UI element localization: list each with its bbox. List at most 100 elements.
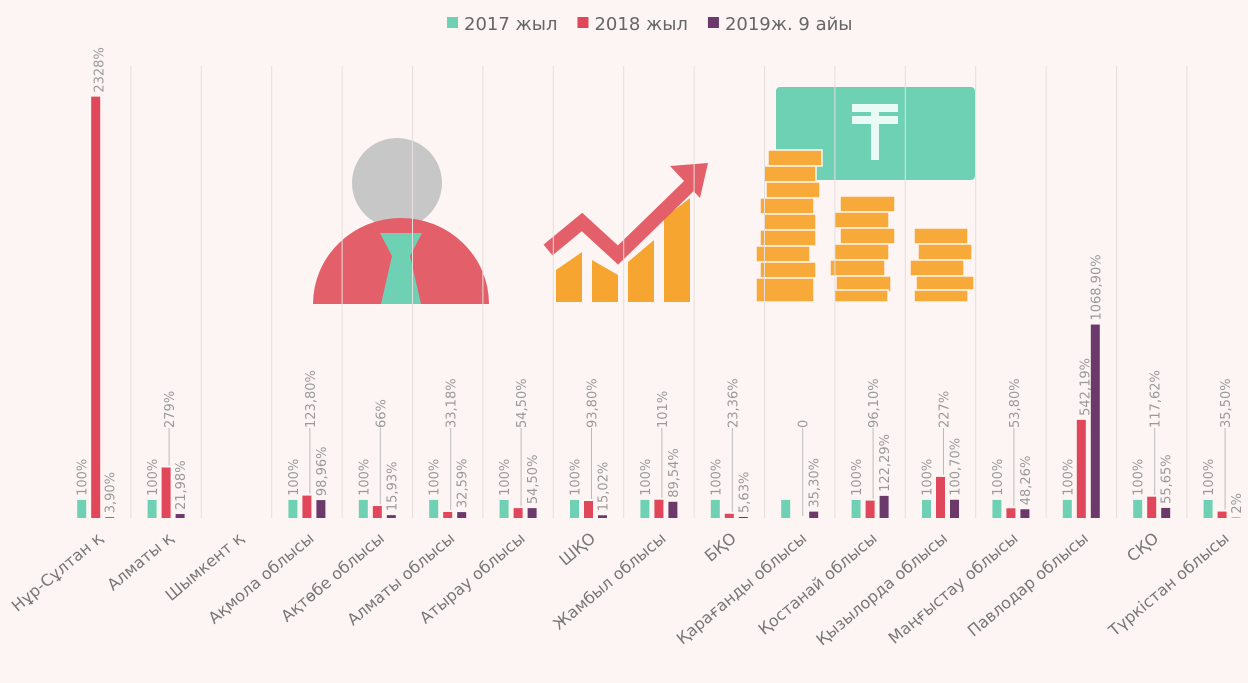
bar: [598, 515, 607, 518]
value-label: 100%: [921, 459, 936, 496]
person-head: [352, 138, 442, 228]
bar: [992, 500, 1001, 518]
bar: [387, 515, 396, 518]
bar: [781, 500, 790, 518]
bar: [1133, 500, 1142, 518]
bar: [1020, 509, 1029, 518]
bar: [77, 500, 86, 518]
value-label: 100%: [498, 459, 513, 496]
value-label: 101%: [656, 391, 671, 428]
bar: [316, 500, 325, 518]
bar: [162, 468, 171, 518]
value-label: 32,59%: [456, 459, 471, 509]
bar: [654, 500, 663, 518]
bar: [359, 500, 368, 518]
value-label: 100%: [1061, 459, 1076, 496]
bar: [528, 508, 537, 518]
value-label: 35,30%: [808, 458, 823, 508]
bar: [1218, 512, 1227, 518]
bar: [852, 500, 861, 518]
bar: [105, 517, 114, 518]
bar: [148, 500, 157, 518]
bar: [288, 500, 297, 518]
value-label: 100%: [1202, 459, 1217, 496]
bar: [443, 512, 452, 518]
value-label: 100%: [287, 459, 302, 496]
value-label: 23,36%: [726, 378, 741, 428]
bar: [936, 477, 945, 518]
bar: [668, 502, 677, 518]
value-label: 35,50%: [1219, 378, 1234, 428]
value-label: 100%: [428, 459, 443, 496]
value-label: 100%: [357, 459, 372, 496]
value-label: 100,70%: [949, 438, 964, 496]
legend-label: 2019ж. 9 айы: [725, 14, 853, 35]
bar: [457, 512, 466, 518]
bar: [809, 512, 818, 518]
bar: [1147, 497, 1156, 518]
value-label: 100%: [991, 459, 1006, 496]
legend-label: 2018 жыл: [594, 14, 687, 35]
value-label: 3,90%: [104, 472, 119, 513]
value-label: 96,10%: [867, 378, 882, 428]
bar: [922, 500, 931, 518]
value-label: 53,80%: [1008, 378, 1023, 428]
bar: [176, 514, 185, 518]
value-label: 15,02%: [597, 462, 612, 512]
value-label: 100%: [639, 459, 654, 496]
legend-label: 2017 жыл: [464, 14, 557, 35]
value-label: 2328%: [93, 47, 108, 92]
value-label: 15,93%: [385, 462, 400, 512]
value-label: 100%: [709, 459, 724, 496]
value-label: 100%: [1132, 459, 1147, 496]
legend-swatch: [447, 17, 458, 28]
bar: [514, 508, 523, 518]
bar: [1204, 500, 1213, 518]
value-label: 122,29%: [878, 434, 893, 492]
bar: [91, 97, 100, 518]
value-label: 98,96%: [315, 447, 330, 497]
value-label: 123,80%: [304, 370, 319, 428]
value-label: 227%: [938, 391, 953, 428]
bar: [739, 517, 748, 518]
value-label: 54,50%: [515, 378, 530, 428]
bar: [1161, 508, 1170, 518]
value-label: 89,54%: [667, 448, 682, 498]
value-label: 93,80%: [586, 378, 601, 428]
legend-swatch: [577, 17, 588, 28]
bar: [950, 500, 959, 518]
bar: [302, 496, 311, 518]
value-label: 55,65%: [1160, 454, 1175, 504]
chart: Нұр-Сұлтан қ100%2328%3,90%Алматы қ100%27…: [0, 0, 1248, 683]
bar: [640, 500, 649, 518]
value-label: 0: [797, 420, 812, 428]
value-label: 66%: [374, 399, 389, 428]
bar: [429, 500, 438, 518]
bar: [1091, 325, 1100, 518]
legend-swatch: [708, 17, 719, 28]
value-label: 5,63%: [737, 472, 752, 513]
bar: [1063, 500, 1072, 518]
value-label: 100%: [76, 459, 91, 496]
value-label: 54,50%: [526, 455, 541, 505]
value-label: 100%: [850, 459, 865, 496]
value-label: 279%: [163, 391, 178, 428]
bar: [570, 500, 579, 518]
bar: [866, 501, 875, 518]
bar: [711, 500, 720, 518]
value-label: 48,26%: [1019, 456, 1034, 506]
bar: [584, 501, 593, 518]
value-label: 100%: [146, 459, 161, 496]
value-label: 21,98%: [174, 460, 189, 510]
bar: [500, 500, 509, 518]
value-label: 1068,90%: [1089, 254, 1104, 320]
bar: [373, 506, 382, 518]
value-label: 33,18%: [445, 378, 460, 428]
bar: [1006, 508, 1015, 518]
value-label: 2%: [1230, 493, 1245, 514]
value-label: 100%: [569, 459, 584, 496]
bar: [725, 514, 734, 518]
bar: [880, 496, 889, 518]
value-label: 117,62%: [1149, 370, 1164, 428]
bar: [1077, 420, 1086, 518]
